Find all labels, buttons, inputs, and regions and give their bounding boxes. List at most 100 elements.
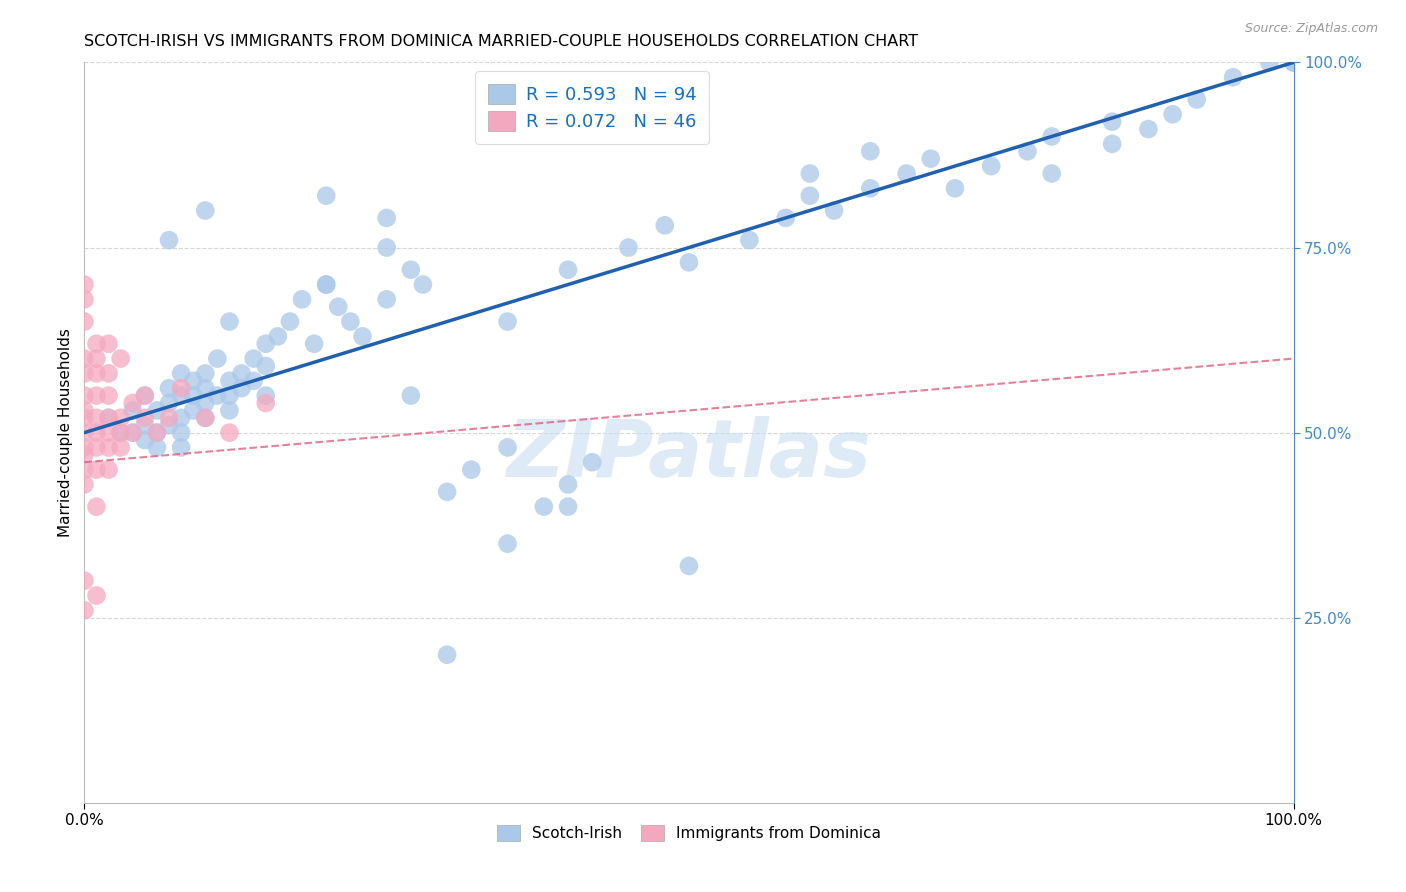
Point: [86, 410, 108, 425]
Point: [859, 181, 882, 195]
Point: [218, 425, 240, 440]
Point: [73, 425, 96, 440]
Point: [73, 441, 96, 455]
Point: [291, 293, 314, 307]
Point: [557, 262, 579, 277]
Point: [315, 188, 337, 202]
Point: [254, 359, 277, 373]
Point: [799, 188, 821, 202]
Point: [170, 381, 193, 395]
Point: [617, 240, 640, 255]
Point: [97, 410, 120, 425]
Point: [86, 425, 108, 440]
Point: [412, 277, 434, 292]
Point: [110, 441, 132, 455]
Point: [460, 462, 482, 476]
Point: [73, 293, 96, 307]
Point: [1017, 145, 1039, 159]
Point: [73, 462, 96, 476]
Point: [1137, 122, 1160, 136]
Point: [86, 500, 108, 514]
Point: [110, 351, 132, 366]
Point: [110, 425, 132, 440]
Point: [97, 336, 120, 351]
Point: [110, 425, 132, 440]
Point: [97, 367, 120, 381]
Point: [86, 462, 108, 476]
Point: [86, 351, 108, 366]
Point: [73, 351, 96, 366]
Point: [1282, 55, 1305, 70]
Point: [375, 240, 398, 255]
Point: [86, 388, 108, 402]
Point: [218, 374, 240, 388]
Point: [97, 425, 120, 440]
Legend: Scotch-Irish, Immigrants from Dominica: Scotch-Irish, Immigrants from Dominica: [491, 819, 887, 847]
Point: [207, 388, 229, 402]
Point: [678, 558, 700, 573]
Point: [97, 462, 120, 476]
Point: [157, 233, 180, 247]
Point: [943, 181, 966, 195]
Point: [146, 425, 169, 440]
Point: [73, 277, 96, 292]
Point: [194, 410, 217, 425]
Point: [157, 381, 180, 395]
Point: [496, 536, 519, 550]
Point: [302, 336, 325, 351]
Point: [134, 433, 156, 447]
Point: [399, 262, 422, 277]
Point: [86, 367, 108, 381]
Point: [73, 477, 96, 491]
Point: [121, 425, 143, 440]
Point: [375, 211, 398, 225]
Point: [920, 152, 942, 166]
Point: [73, 314, 96, 328]
Point: [181, 388, 204, 402]
Point: [146, 425, 169, 440]
Point: [110, 410, 132, 425]
Point: [73, 388, 96, 402]
Point: [86, 589, 108, 603]
Point: [1040, 129, 1063, 144]
Point: [1161, 107, 1184, 121]
Point: [97, 388, 120, 402]
Point: [231, 367, 253, 381]
Point: [194, 396, 217, 410]
Point: [146, 403, 169, 417]
Point: [134, 388, 156, 402]
Point: [194, 367, 217, 381]
Point: [557, 477, 579, 491]
Point: [73, 574, 96, 588]
Point: [254, 396, 277, 410]
Point: [134, 410, 156, 425]
Point: [799, 166, 821, 180]
Point: [1258, 55, 1281, 70]
Point: [557, 500, 579, 514]
Point: [97, 441, 120, 455]
Text: SCOTCH-IRISH VS IMMIGRANTS FROM DOMINICA MARRIED-COUPLE HOUSEHOLDS CORRELATION C: SCOTCH-IRISH VS IMMIGRANTS FROM DOMINICA…: [84, 34, 918, 49]
Point: [73, 448, 96, 462]
Point: [678, 255, 700, 269]
Point: [242, 351, 264, 366]
Point: [157, 410, 180, 425]
Point: [533, 500, 555, 514]
Point: [980, 159, 1002, 173]
Point: [146, 441, 169, 455]
Point: [73, 403, 96, 417]
Point: [86, 336, 108, 351]
Point: [207, 351, 229, 366]
Point: [823, 203, 845, 218]
Point: [97, 410, 120, 425]
Point: [157, 418, 180, 433]
Point: [436, 648, 458, 662]
Point: [1222, 70, 1244, 85]
Point: [170, 425, 193, 440]
Point: [73, 410, 96, 425]
Point: [738, 233, 761, 247]
Point: [496, 441, 519, 455]
Point: [170, 410, 193, 425]
Point: [328, 300, 350, 314]
Point: [157, 396, 180, 410]
Point: [170, 388, 193, 402]
